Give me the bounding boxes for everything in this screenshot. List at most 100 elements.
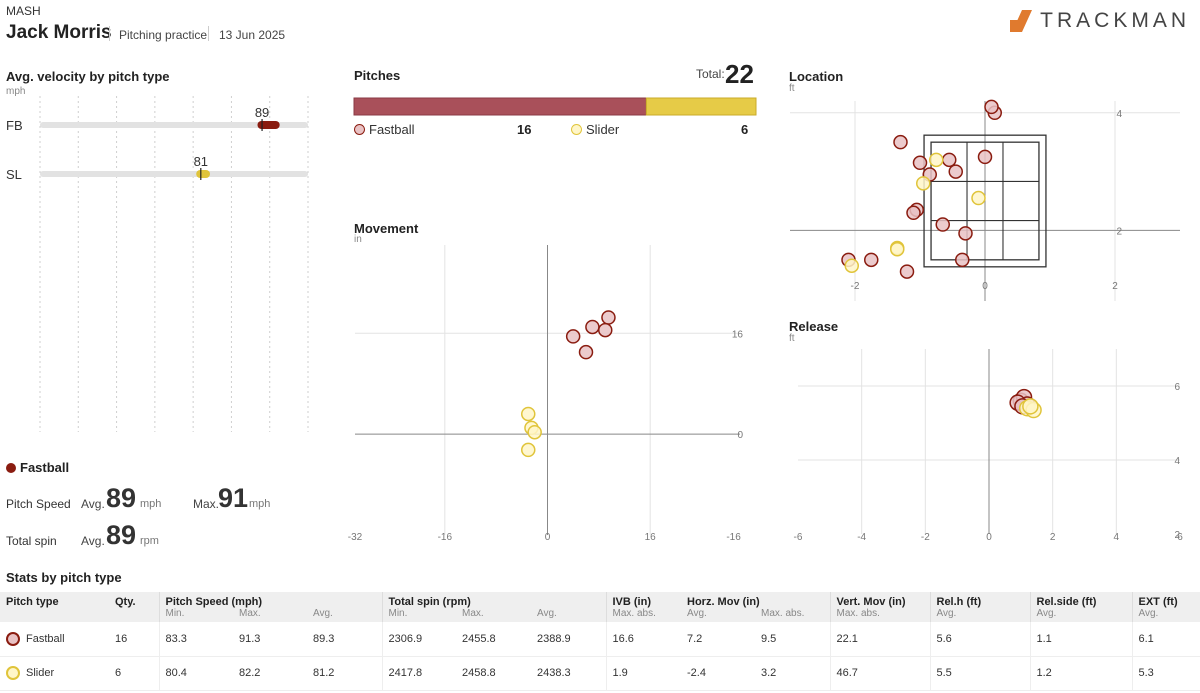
- col-rel-h[interactable]: Rel.h (ft): [929, 592, 1030, 608]
- pitches-title: Pitches: [354, 68, 401, 83]
- velocity-track: [40, 171, 308, 177]
- subheader-avg: Avg.: [307, 608, 382, 622]
- fastball-point: [565, 329, 581, 344]
- x-tick-label: -4: [857, 532, 866, 543]
- velocity-data-label: 89: [255, 105, 269, 120]
- slider-point: [916, 176, 931, 191]
- fastball-point: [585, 319, 600, 335]
- total-spin-label: Total spin: [6, 534, 57, 548]
- subheader-max: Max.: [233, 608, 307, 622]
- pitch-mix-fastball: [353, 97, 647, 116]
- ivb-cell: 1.9: [605, 656, 681, 691]
- slider-point: [971, 190, 986, 206]
- fastball-marker-icon: [6, 631, 20, 646]
- subheader-avg: Avg.: [929, 608, 1030, 622]
- fastball-point: [942, 152, 957, 168]
- subheader-avg: Avg.: [531, 608, 606, 622]
- legend-fastball-label: Fastball: [369, 122, 415, 137]
- velocity-unit: mph: [6, 86, 26, 97]
- spin-min-cell: 2417.8: [381, 656, 456, 691]
- trackman-logo: TRACKMAN: [1010, 9, 1190, 33]
- header-divider: [109, 26, 110, 41]
- pitch-speed-label: Pitch Speed: [6, 497, 71, 511]
- pitch-type-name: Slider: [26, 666, 55, 679]
- slider-point: [844, 258, 859, 273]
- y-tick-label: 4: [1174, 456, 1180, 467]
- pitch-speed-max: 91: [218, 483, 249, 513]
- col-rel-side[interactable]: Rel.side (ft): [1029, 592, 1132, 608]
- fastball-point: [893, 134, 908, 150]
- stats-title: Stats by pitch type: [6, 570, 122, 585]
- x-tick-label: -16: [726, 532, 741, 543]
- qty-cell: 16: [109, 622, 159, 657]
- horz-avg-cell: -2.4: [681, 656, 755, 691]
- col-qty[interactable]: Qty.: [109, 592, 159, 608]
- x-tick-label: 16: [645, 532, 657, 543]
- col-ivb[interactable]: IVB (in): [605, 592, 681, 608]
- slider-point: [527, 424, 542, 440]
- slider-point: [929, 152, 944, 168]
- session-type: Pitching practice: [119, 28, 208, 42]
- velocity-chart: FB 89 SL 81: [6, 96, 309, 432]
- slider-point: [1022, 398, 1039, 415]
- y-tick-label: 16: [732, 329, 744, 340]
- col-pitch-speed[interactable]: Pitch Speed (mph): [158, 592, 382, 608]
- ext-cell: 5.3: [1131, 656, 1200, 691]
- table-row[interactable]: Slider 6 80.4 82.2 81.2 2417.8 2458.8 24…: [0, 656, 1200, 691]
- subheader-blank: [0, 608, 109, 622]
- total-spin-unit: rpm: [140, 535, 159, 547]
- spin-max-cell: 2458.8: [456, 656, 531, 691]
- subheader-avg: Avg.: [681, 608, 755, 622]
- player-name: Jack Morris: [6, 22, 112, 43]
- x-tick-label: -2: [921, 532, 930, 543]
- spin-avg-cell: 2388.9: [531, 622, 606, 657]
- col-horz-mov[interactable]: Horz. Mov (in): [681, 592, 830, 608]
- legend-fastball[interactable]: Fastball: [354, 122, 415, 137]
- speed-avg-cell: 81.2: [307, 656, 382, 691]
- y-tick-label: 6: [1174, 382, 1180, 393]
- qty-cell: 6: [109, 656, 159, 691]
- velocity-range-bar: [257, 121, 280, 129]
- fastball-dot-icon: [6, 462, 16, 473]
- y-tick-label: 2: [1174, 530, 1180, 541]
- vert-mov-cell: 46.7: [829, 656, 930, 691]
- fastball-point: [955, 252, 970, 268]
- col-total-spin[interactable]: Total spin (rpm): [381, 592, 606, 608]
- col-pitch-type[interactable]: Pitch type: [0, 592, 109, 608]
- fastball-marker-icon: [354, 124, 365, 135]
- x-tick-label: -32: [348, 532, 363, 543]
- y-tick-label: 2: [1116, 226, 1122, 237]
- fastball-point: [899, 264, 915, 279]
- subheader-avg: Avg.: [1029, 608, 1132, 622]
- speed-avg-cell: 89.3: [307, 622, 382, 657]
- subheader-min: Min.: [381, 608, 456, 622]
- fastball-point: [864, 252, 879, 268]
- strike-zone: [930, 141, 1040, 261]
- x-tick-label: -16: [438, 532, 453, 543]
- legend-slider[interactable]: Slider: [571, 122, 619, 137]
- table-row[interactable]: Fastball 16 83.3 91.3 89.3 2306.9 2455.8…: [0, 622, 1200, 657]
- rel-side-cell: 1.2: [1029, 656, 1132, 691]
- fastball-count: 16: [517, 122, 532, 137]
- pitch-speed-avg-label: Avg.: [81, 497, 105, 511]
- release-chart: -6 -4 -2 0 2 4 6 6 4 2: [794, 349, 1183, 543]
- release-unit: ft: [789, 333, 795, 344]
- ivb-cell: 16.6: [605, 622, 681, 657]
- total-spin-avg-label: Avg.: [81, 534, 105, 548]
- brand-name: TRACKMAN: [1040, 9, 1190, 32]
- fastball-point: [984, 99, 999, 115]
- spin-avg-cell: 2438.3: [531, 656, 606, 691]
- location-unit: ft: [789, 83, 795, 94]
- fastball-summary-label: Fastball: [20, 460, 70, 475]
- x-tick-label: 6: [1177, 532, 1183, 543]
- pitches-total-label: Total:: [696, 67, 725, 81]
- velocity-track: [40, 122, 308, 128]
- subheader-max-abs: Max. abs.: [755, 608, 830, 622]
- fastball-point: [601, 310, 616, 325]
- fastball-point: [906, 205, 921, 221]
- col-vert-mov[interactable]: Vert. Mov (in): [829, 592, 930, 608]
- fastball-point: [977, 149, 993, 165]
- speed-max-cell: 82.2: [233, 656, 307, 691]
- col-ext[interactable]: EXT (ft): [1131, 592, 1200, 608]
- x-tick-label: -6: [794, 532, 803, 543]
